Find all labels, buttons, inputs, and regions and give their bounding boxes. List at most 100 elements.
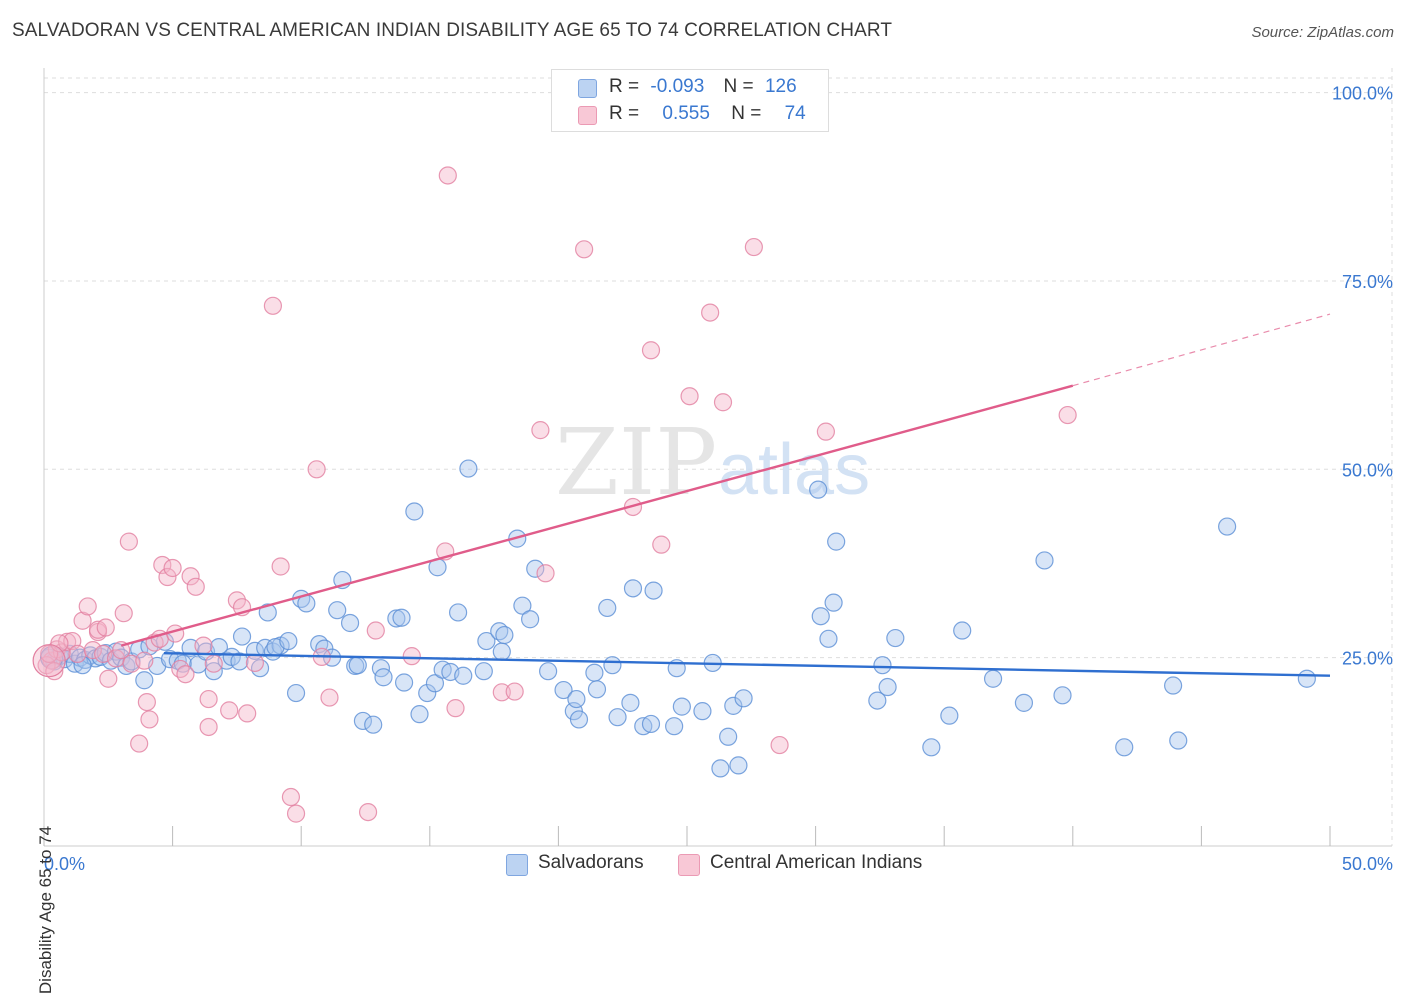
data-point bbox=[953, 621, 972, 640]
data-point bbox=[1115, 738, 1134, 757]
legend-swatch-salvadorans bbox=[506, 854, 528, 876]
legend-label-salvadorans: Salvadorans bbox=[538, 852, 644, 873]
data-point bbox=[68, 644, 87, 663]
data-point bbox=[199, 717, 218, 737]
data-point bbox=[238, 704, 257, 723]
data-point bbox=[940, 706, 959, 725]
data-point bbox=[809, 480, 828, 499]
tick-label-layer: 25.0% 50.0% 75.0% 100.0% 0.0% 50.0% bbox=[44, 84, 1393, 874]
data-point bbox=[410, 705, 429, 724]
data-point bbox=[819, 629, 838, 648]
data-point bbox=[366, 621, 385, 640]
data-point bbox=[387, 609, 406, 628]
data-point bbox=[137, 693, 156, 712]
data-point bbox=[886, 628, 905, 648]
y-tick-label: 100.0% bbox=[1332, 84, 1393, 104]
legend-swatch-blue bbox=[578, 79, 597, 98]
data-point bbox=[176, 665, 195, 684]
data-point bbox=[1169, 731, 1188, 750]
legend-r-label: R = bbox=[609, 76, 640, 97]
data-point bbox=[230, 652, 249, 671]
legend-n-label: N = bbox=[723, 76, 754, 97]
grid-layer bbox=[44, 68, 1393, 846]
watermark-zip: ZIP bbox=[555, 409, 717, 516]
data-point bbox=[824, 593, 843, 612]
data-point bbox=[827, 532, 846, 551]
data-point bbox=[158, 567, 177, 587]
legend-r-value: 0.555 bbox=[662, 103, 710, 124]
data-point bbox=[734, 689, 753, 708]
data-point bbox=[459, 459, 478, 478]
data-point bbox=[495, 625, 514, 645]
y-tick-label: 25.0% bbox=[1342, 649, 1393, 669]
data-point bbox=[711, 759, 730, 778]
data-point bbox=[554, 680, 573, 700]
data-point bbox=[353, 711, 373, 731]
data-point bbox=[873, 656, 892, 675]
data-point bbox=[744, 237, 763, 257]
data-point bbox=[245, 653, 265, 673]
data-point bbox=[680, 387, 699, 406]
data-point bbox=[474, 662, 493, 681]
data-point bbox=[358, 802, 378, 822]
data-point bbox=[1218, 517, 1237, 536]
chart-title: SALVADORAN VS CENTRAL AMERICAN INDIAN DI… bbox=[12, 20, 893, 41]
data-point bbox=[770, 735, 789, 755]
data-point bbox=[454, 666, 473, 685]
trend-line-extension-central-american-indians bbox=[1072, 313, 1331, 387]
data-point bbox=[83, 641, 102, 660]
data-point bbox=[112, 641, 131, 660]
watermark: ZIP atlas bbox=[555, 409, 870, 516]
data-point bbox=[374, 668, 393, 687]
trend-line-central-american-indians bbox=[120, 384, 1074, 647]
x-tick-label: 0.0% bbox=[44, 854, 85, 874]
data-point bbox=[536, 564, 555, 583]
data-point bbox=[608, 708, 627, 727]
data-point bbox=[1058, 405, 1077, 425]
data-point bbox=[672, 697, 691, 716]
data-point bbox=[492, 683, 511, 702]
data-point bbox=[392, 608, 411, 627]
data-point bbox=[585, 663, 604, 682]
series-legend: Salvadorans Central American Indians bbox=[0, 852, 1406, 878]
data-point bbox=[1035, 551, 1054, 570]
data-point bbox=[204, 662, 223, 681]
legend-r-label: R = bbox=[609, 103, 640, 124]
legend-swatch-pink bbox=[578, 106, 597, 125]
data-point bbox=[135, 651, 154, 670]
data-point bbox=[724, 696, 743, 715]
data-point bbox=[531, 421, 550, 440]
watermark-atlas: atlas bbox=[718, 430, 870, 510]
data-point bbox=[394, 673, 414, 692]
data-point bbox=[96, 618, 115, 637]
data-point bbox=[868, 691, 887, 710]
data-point bbox=[204, 654, 223, 673]
data-point bbox=[99, 669, 118, 688]
data-point bbox=[50, 634, 69, 653]
data-point bbox=[816, 422, 835, 441]
y-tick-label: 50.0% bbox=[1342, 460, 1393, 480]
data-point bbox=[513, 596, 532, 615]
data-point bbox=[364, 715, 383, 734]
legend-n-label: N = bbox=[731, 103, 762, 124]
data-point bbox=[199, 689, 218, 709]
axis-layer bbox=[43, 68, 1392, 847]
data-point bbox=[181, 567, 200, 586]
data-point bbox=[1164, 676, 1183, 695]
data-point bbox=[729, 756, 748, 775]
data-point bbox=[521, 610, 540, 629]
data-point bbox=[279, 631, 298, 651]
data-point bbox=[58, 632, 77, 651]
legend-n-value: 74 bbox=[784, 103, 806, 124]
data-point bbox=[641, 341, 661, 360]
data-point bbox=[665, 717, 684, 736]
legend-swatch-central-american-indians bbox=[678, 854, 700, 876]
data-point bbox=[477, 631, 496, 651]
data-point bbox=[693, 702, 712, 721]
data-point bbox=[526, 559, 545, 578]
data-point bbox=[575, 240, 594, 259]
central-american-indian-points bbox=[32, 166, 1077, 823]
trend-line-salvadorans bbox=[163, 651, 1331, 677]
data-point bbox=[621, 693, 640, 712]
data-point bbox=[286, 804, 306, 823]
